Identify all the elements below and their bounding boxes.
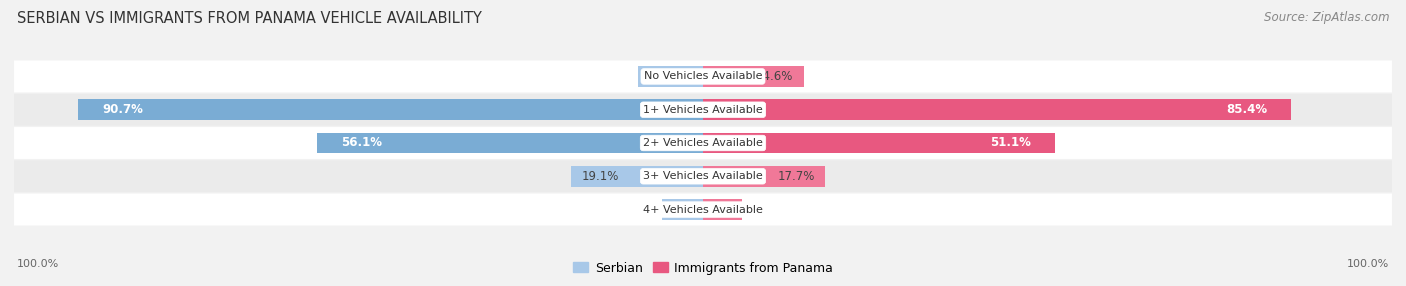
Text: 90.7%: 90.7% bbox=[103, 103, 143, 116]
FancyBboxPatch shape bbox=[14, 160, 1392, 192]
FancyBboxPatch shape bbox=[14, 60, 1392, 92]
Text: SERBIAN VS IMMIGRANTS FROM PANAMA VEHICLE AVAILABILITY: SERBIAN VS IMMIGRANTS FROM PANAMA VEHICL… bbox=[17, 11, 482, 26]
Text: Source: ZipAtlas.com: Source: ZipAtlas.com bbox=[1264, 11, 1389, 24]
Text: 3+ Vehicles Available: 3+ Vehicles Available bbox=[643, 171, 763, 181]
Bar bbox=[703, 66, 804, 87]
Bar bbox=[703, 199, 742, 220]
Legend: Serbian, Immigrants from Panama: Serbian, Immigrants from Panama bbox=[568, 257, 838, 279]
Text: No Vehicles Available: No Vehicles Available bbox=[644, 72, 762, 82]
Bar bbox=[703, 100, 1291, 120]
Text: 6.0%: 6.0% bbox=[672, 203, 702, 216]
Bar bbox=[703, 166, 825, 186]
Text: 17.7%: 17.7% bbox=[778, 170, 814, 183]
Text: 2+ Vehicles Available: 2+ Vehicles Available bbox=[643, 138, 763, 148]
Text: 85.4%: 85.4% bbox=[1226, 103, 1267, 116]
Bar bbox=[638, 66, 703, 87]
FancyBboxPatch shape bbox=[14, 94, 1392, 126]
Text: 100.0%: 100.0% bbox=[17, 259, 59, 269]
Text: 51.1%: 51.1% bbox=[990, 136, 1031, 150]
Text: 14.6%: 14.6% bbox=[756, 70, 793, 83]
FancyBboxPatch shape bbox=[14, 194, 1392, 226]
Text: 56.1%: 56.1% bbox=[340, 136, 381, 150]
Bar bbox=[662, 199, 703, 220]
Text: 19.1%: 19.1% bbox=[582, 170, 619, 183]
FancyBboxPatch shape bbox=[14, 127, 1392, 159]
Text: 1+ Vehicles Available: 1+ Vehicles Available bbox=[643, 105, 763, 115]
Text: 5.7%: 5.7% bbox=[702, 203, 733, 216]
Text: 9.4%: 9.4% bbox=[648, 70, 679, 83]
Text: 4+ Vehicles Available: 4+ Vehicles Available bbox=[643, 204, 763, 214]
Bar bbox=[571, 166, 703, 186]
Bar bbox=[79, 100, 703, 120]
Bar bbox=[316, 133, 703, 153]
Bar bbox=[703, 133, 1054, 153]
Text: 100.0%: 100.0% bbox=[1347, 259, 1389, 269]
